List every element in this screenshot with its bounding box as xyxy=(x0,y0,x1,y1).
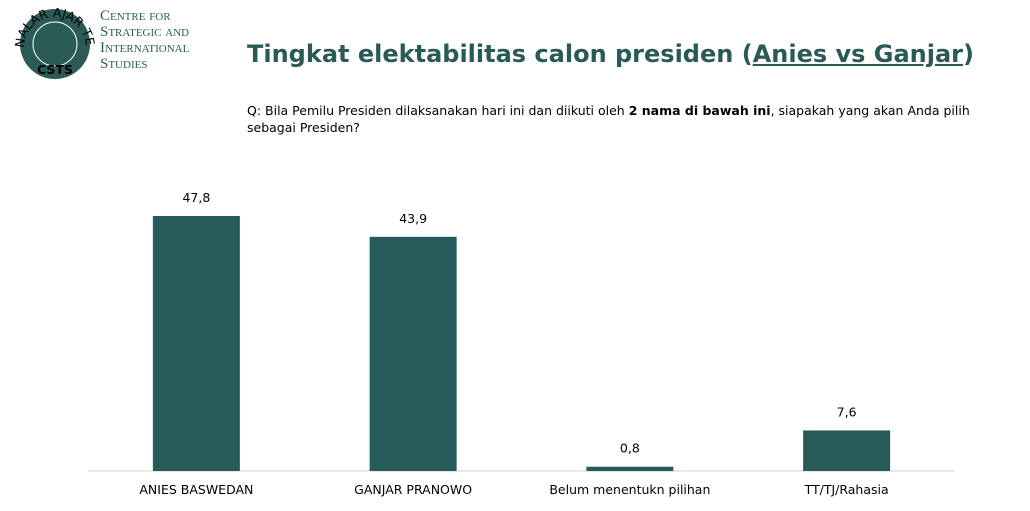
title-part: ) xyxy=(963,40,974,68)
value-label: 7,6 xyxy=(837,404,857,419)
logo-text: Centre for Strategic and International S… xyxy=(100,8,189,72)
logo-seal: NALAR AJAR TERUSAN BUDI CSTS xyxy=(10,0,98,79)
seal-ring xyxy=(32,21,78,67)
bar xyxy=(369,236,457,471)
logo-line: International xyxy=(100,40,190,56)
x-tick-label: TT/TJ/Rahasia xyxy=(804,482,889,497)
logo-line: Strategic and xyxy=(100,24,190,40)
logo-line: Centre for xyxy=(100,8,171,24)
value-label: 47,8 xyxy=(182,190,210,205)
seal-text: CSTS xyxy=(37,62,73,77)
question: Q: Bila Pemilu Presiden dilaksanakan har… xyxy=(247,102,987,136)
title-part: Tingkat elektabilitas calon presiden ( xyxy=(247,40,753,68)
x-tick-label: GANJAR PRANOWO xyxy=(354,482,472,497)
x-tick-label: Belum menentukn pilihan xyxy=(549,482,710,497)
question-part: 2 nama di bawah ini xyxy=(628,103,771,118)
bar xyxy=(152,216,240,471)
seal-circle xyxy=(20,9,90,79)
bar xyxy=(586,466,674,471)
logo-line: Studies xyxy=(100,56,148,72)
question-part: Q: Bila Pemilu Presiden dilaksanakan har… xyxy=(247,103,629,118)
value-label: 43,9 xyxy=(399,211,427,226)
title-part: Anies vs Ganjar xyxy=(752,40,964,68)
question-part: , siapakah yang akan Anda pilih sebagai … xyxy=(247,103,970,135)
value-label: 0,8 xyxy=(620,441,640,456)
x-tick-label: ANIES BASWEDAN xyxy=(139,482,253,497)
bar xyxy=(803,430,891,471)
chart-title: Tingkat elektabilitas calon presiden (An… xyxy=(247,40,974,68)
